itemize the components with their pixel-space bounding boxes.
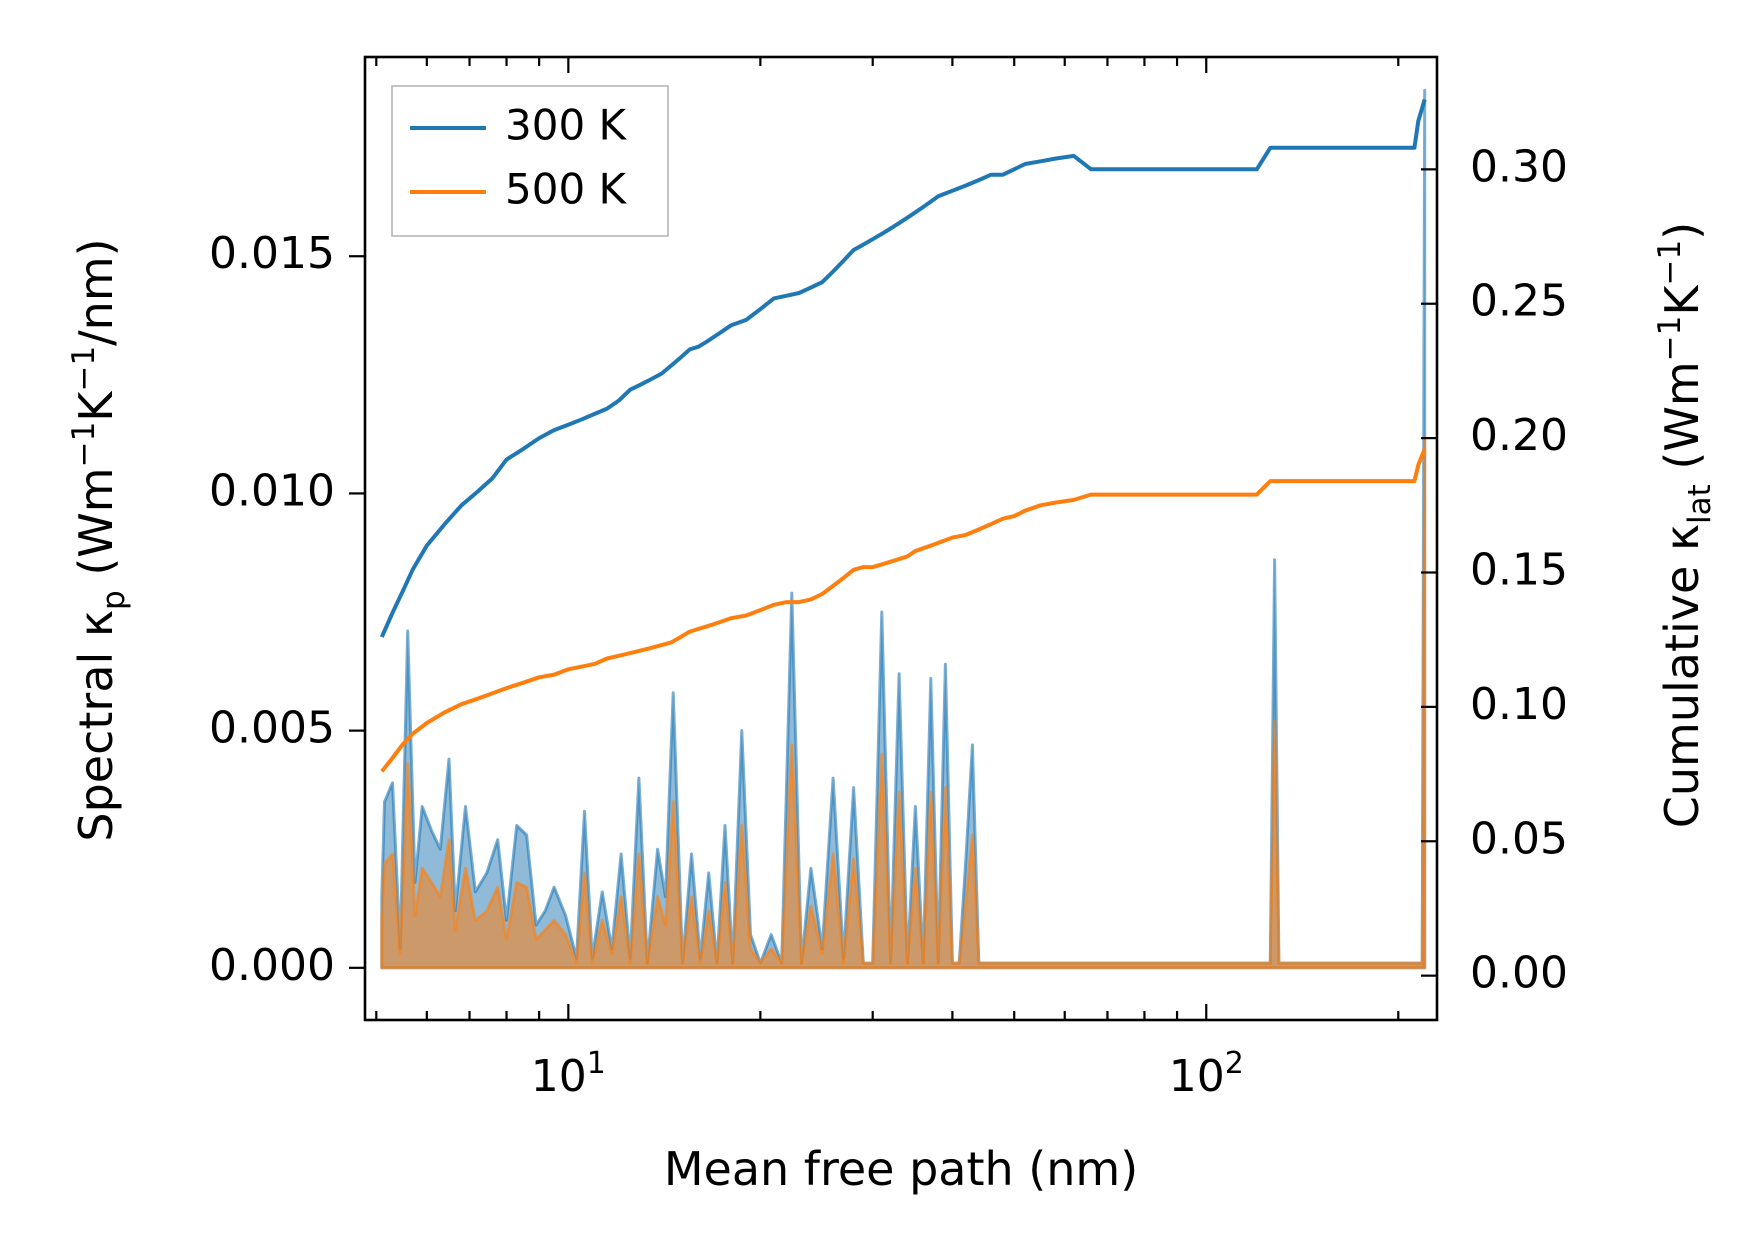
x-axis-label: Mean free path (nm) bbox=[664, 1142, 1138, 1196]
y-right-axis-label: Cumulative κlat (Wm−1K−1) bbox=[1652, 222, 1718, 828]
y-right-tick-label: 0.30 bbox=[1470, 141, 1568, 192]
y-left-tick-label: 0.010 bbox=[209, 465, 335, 516]
legend: 300 K 500 K bbox=[391, 85, 669, 237]
tick-marks bbox=[349, 57, 1437, 1020]
y-left-axis-label: Spectral κp (Wm−1K−1/nm) bbox=[66, 238, 132, 841]
y-right-tick-label: 0.25 bbox=[1470, 276, 1568, 327]
x-tick-label-10: 101 bbox=[531, 1046, 606, 1102]
y-right-tick-label: 0.00 bbox=[1470, 948, 1568, 999]
y-left-tick-label: 0.005 bbox=[209, 703, 335, 754]
legend-box bbox=[391, 85, 669, 237]
spectral-area-500K bbox=[380, 435, 1427, 970]
legend-label-500K: 500 K bbox=[505, 165, 628, 214]
y-right-tick-label: 0.20 bbox=[1470, 410, 1568, 461]
legend-label-300K: 300 K bbox=[505, 101, 628, 150]
plot-area bbox=[379, 88, 1427, 970]
y-right-tick-label: 0.05 bbox=[1470, 813, 1568, 864]
cumulative-line-500K bbox=[380, 448, 1427, 773]
cumulative-line-300K bbox=[379, 98, 1427, 638]
y-left-tick-label: 0.000 bbox=[209, 940, 335, 991]
axes-frame bbox=[363, 55, 1439, 1022]
x-tick-label-100: 102 bbox=[1169, 1046, 1244, 1102]
y-right-tick-label: 0.15 bbox=[1470, 544, 1568, 595]
y-left-tick-label: 0.015 bbox=[209, 228, 335, 279]
y-right-tick-label: 0.10 bbox=[1470, 679, 1568, 730]
